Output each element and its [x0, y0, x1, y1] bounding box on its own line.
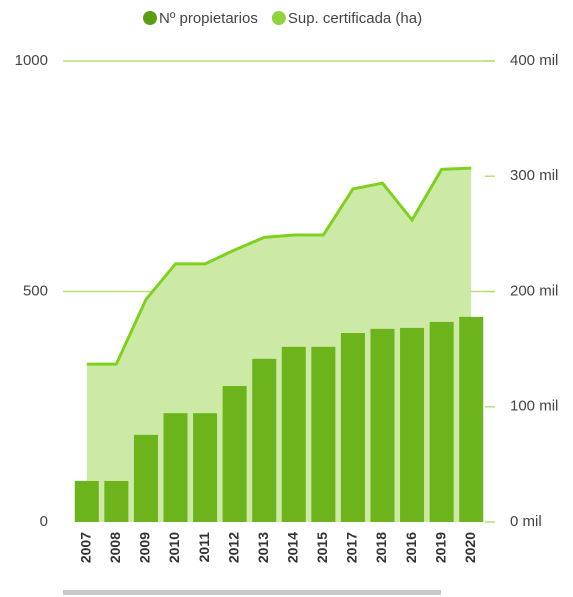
legend-swatch: [143, 11, 157, 25]
y-tick-label: 500: [23, 282, 48, 299]
x-tick-label: 2010: [166, 532, 182, 563]
x-tick-label: 2013: [255, 532, 271, 563]
bar: [104, 480, 129, 522]
y2-tick-label: 300 mil: [510, 167, 558, 184]
x-tick-label: 2007: [77, 532, 93, 563]
x-tick-label: 2012: [225, 532, 241, 563]
bar: [429, 321, 454, 522]
bar: [370, 328, 395, 522]
bar: [193, 413, 218, 522]
x-tick-label: 2011: [196, 532, 212, 563]
bar: [311, 346, 336, 522]
legend-label: Nº propietarios: [159, 10, 258, 27]
y-tick-label: 0: [40, 513, 48, 530]
x-tick-label: 2014: [284, 532, 300, 563]
x-tick-label: 2020: [462, 532, 478, 563]
bar: [133, 434, 158, 522]
legend-label: Sup. certificada (ha): [288, 10, 422, 27]
bar: [222, 386, 247, 522]
y2-tick-label: 200 mil: [510, 282, 558, 299]
y2-tick-label: 100 mil: [510, 398, 558, 415]
bar: [340, 332, 365, 522]
bar: [163, 413, 188, 522]
bar: [400, 327, 425, 522]
x-tick-label: 2009: [137, 532, 153, 563]
bar: [459, 316, 484, 522]
legend-swatch: [271, 11, 286, 25]
x-tick-label: 2008: [107, 532, 123, 563]
bar: [281, 346, 306, 522]
x-tick-label: 2018: [373, 532, 389, 563]
area-line: [86, 166, 472, 366]
bar: [252, 358, 277, 522]
x-tick-label: 2015: [314, 532, 330, 563]
y-tick-label: 1000: [15, 52, 48, 69]
bar: [74, 480, 99, 522]
x-tick-label: 2017: [344, 532, 360, 563]
y2-tick-label: 400 mil: [510, 52, 558, 69]
y2-tick-label: 0 mil: [510, 513, 542, 530]
x-tick-label: 2019: [432, 532, 448, 563]
scrollbar: [63, 590, 441, 595]
x-tick-label: 2016: [403, 532, 419, 563]
